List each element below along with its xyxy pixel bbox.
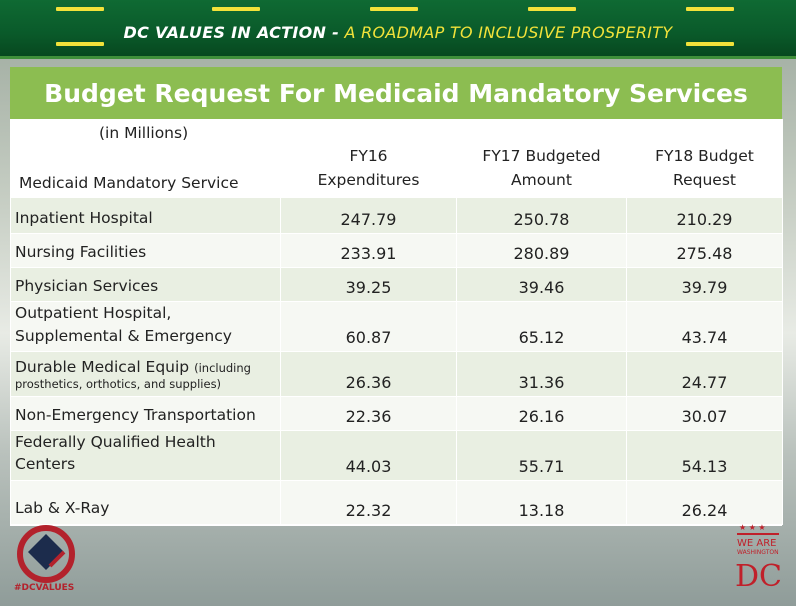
row-service: Federally Qualified Health Centers [10, 430, 281, 481]
row-fy16: 44.03 [280, 430, 457, 481]
table-row: Outpatient Hospital, Supplemental & Emer… [10, 301, 783, 352]
row-fy16: 233.91 [280, 233, 457, 268]
row-service-main: Durable Medical Equip [15, 357, 190, 376]
dc-shape-icon [28, 534, 64, 570]
header-fy17-line2: Amount [511, 170, 572, 189]
row-fy18: 39.79 [626, 267, 783, 302]
header-fy17-line1: FY17 Budgeted [482, 146, 601, 165]
row-fy18: 275.48 [626, 233, 783, 268]
row-service: Physician Services [10, 267, 281, 302]
row-service: Durable Medical Equip (including prosthe… [10, 351, 281, 397]
header-fy16: FY16 Expenditures [280, 119, 457, 198]
row-fy18: 43.74 [626, 301, 783, 352]
row-service-line1: Federally Qualified Health [15, 433, 216, 451]
logo-line2: WASHINGTON [737, 549, 779, 556]
header-service: (in Millions) Medicaid Mandatory Service [10, 119, 281, 198]
banner-title-bold: DC VALUES IN ACTION - [123, 23, 340, 42]
row-service-note-line2: prosthetics, orthotics, and supplies) [15, 377, 222, 392]
row-service-line2: Centers [15, 455, 76, 474]
row-fy17: 65.12 [456, 301, 627, 352]
table-row: Non-Emergency Transportation 22.36 26.16… [10, 396, 783, 431]
logo-line1: WE ARE [737, 538, 777, 549]
row-service-line2: Supplemental & Emergency [15, 326, 232, 345]
row-fy17: 39.46 [456, 267, 627, 302]
table-row: Inpatient Hospital 247.79 250.78 210.29 [10, 197, 783, 234]
row-fy16: 60.87 [280, 301, 457, 352]
row-fy18: 30.07 [626, 396, 783, 431]
table-row: Lab & X-Ray 22.32 13.18 26.24 [10, 479, 783, 525]
table-row: Federally Qualified Health Centers 44.03… [10, 430, 783, 481]
row-service: Non-Emergency Transportation [10, 396, 281, 431]
logo-bar [737, 533, 779, 535]
row-fy16: 26.36 [280, 351, 457, 397]
table-header-row: (in Millions) Medicaid Mandatory Service… [10, 119, 783, 198]
row-fy16: 22.36 [280, 396, 457, 431]
table-row: Durable Medical Equip (including prosthe… [10, 351, 783, 397]
hashtag-label: #DCVALUES [14, 583, 75, 593]
logo-river [48, 550, 66, 568]
header-banner: DC VALUES IN ACTION - A ROADMAP TO INCLU… [0, 0, 796, 59]
header-fy18-line1: FY18 Budget [655, 146, 754, 165]
road-dash [686, 7, 734, 11]
row-fy17: 280.89 [456, 233, 627, 268]
row-fy16: 247.79 [280, 197, 457, 234]
row-fy18: 210.29 [626, 197, 783, 234]
row-service: Inpatient Hospital [10, 197, 281, 234]
table-row: Nursing Facilities 233.91 280.89 275.48 [10, 233, 783, 268]
banner-title: DC VALUES IN ACTION - A ROADMAP TO INCLU… [0, 23, 796, 42]
service-column-header: Medicaid Mandatory Service [19, 174, 239, 192]
road-dash [56, 42, 104, 46]
row-fy17: 13.18 [456, 479, 627, 525]
header-fy18-line2: Request [673, 170, 736, 189]
row-service-line1: Outpatient Hospital, [15, 304, 172, 323]
header-fy17: FY17 Budgeted Amount [456, 119, 627, 198]
row-fy16: 22.32 [280, 479, 457, 525]
road-dash [528, 7, 576, 11]
row-service: Nursing Facilities [10, 233, 281, 268]
road-dash [686, 42, 734, 46]
table-row: Physician Services 39.25 39.46 39.79 [10, 267, 783, 302]
row-fy18: 54.13 [626, 430, 783, 481]
banner-title-sub: A ROADMAP TO INCLUSIVE PROSPERITY [339, 23, 673, 42]
header-fy16-line1: FY16 [349, 146, 388, 165]
row-fy17: 31.36 [456, 351, 627, 397]
budget-table: (in Millions) Medicaid Mandatory Service… [10, 119, 783, 525]
road-dash [370, 7, 418, 11]
logo-line3: DC [735, 559, 782, 594]
units-label: (in Millions) [99, 124, 189, 142]
logo-stars: ★ ★ ★ [739, 523, 766, 532]
budget-table-card: Budget Request For Medicaid Mandatory Se… [10, 67, 783, 526]
table-title: Budget Request For Medicaid Mandatory Se… [10, 67, 782, 119]
road-dash [212, 7, 260, 11]
row-fy17: 250.78 [456, 197, 627, 234]
row-service: Lab & X-Ray [10, 479, 281, 525]
row-service: Outpatient Hospital, Supplemental & Emer… [10, 301, 281, 352]
row-fy17: 55.71 [456, 430, 627, 481]
road-dash [56, 7, 104, 11]
we-are-washington-dc-logo: ★ ★ ★ WE ARE WASHINGTON DC [735, 523, 782, 594]
row-fy18: 24.77 [626, 351, 783, 397]
logo-ring [17, 525, 75, 583]
row-fy17: 26.16 [456, 396, 627, 431]
row-service-note: (including [194, 360, 251, 375]
dc-values-logo [17, 525, 75, 583]
header-fy16-line2: Expenditures [317, 170, 420, 189]
row-fy16: 39.25 [280, 267, 457, 302]
row-fy18: 26.24 [626, 479, 783, 525]
header-fy18: FY18 Budget Request [626, 119, 783, 198]
